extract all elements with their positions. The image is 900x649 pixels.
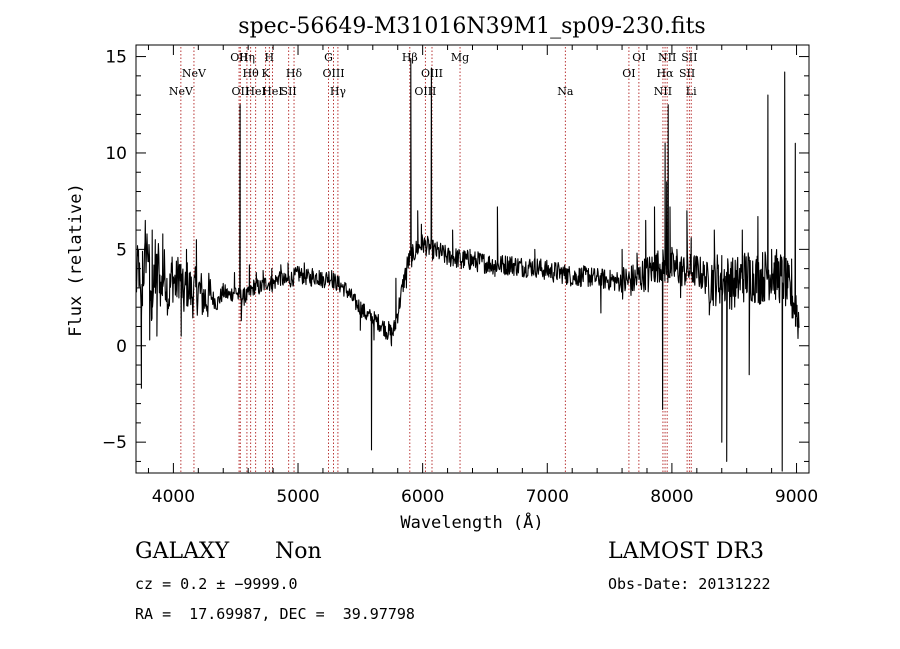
x-axis-ticks: 4000 5000 6000 7000 8000 9000 xyxy=(147,45,818,507)
x-tick-label: 6000 xyxy=(401,487,444,507)
y-axis-ticks: −5 0 5 10 15 xyxy=(102,48,809,462)
emission-line-markers xyxy=(180,47,692,472)
chart-title: spec-56649-M31016N39M1_sp09-230.fits xyxy=(238,14,705,39)
emission-line-label: SII xyxy=(679,67,695,80)
emission-line-label: OII xyxy=(230,51,248,64)
emission-line-label: G xyxy=(324,51,333,64)
emission-line-label: Hδ xyxy=(286,67,303,80)
emission-line-label: K xyxy=(262,67,271,80)
emission-line-label: NeV xyxy=(169,85,194,98)
emission-line-label: Hη xyxy=(239,51,255,64)
y-tick-label: 0 xyxy=(116,337,127,357)
spectrum-series xyxy=(135,57,800,472)
emission-line-label: NeV xyxy=(182,67,207,80)
emission-line-label: HeI xyxy=(245,85,265,98)
emission-line-label: OI xyxy=(632,51,645,64)
y-tick-label: 10 xyxy=(105,144,127,164)
x-tick-label: 9000 xyxy=(775,487,818,507)
spectrum-line xyxy=(135,57,800,472)
x-tick-label: 4000 xyxy=(152,487,195,507)
emission-line-label: HeI xyxy=(262,85,282,98)
coordinates-info: RA = 17.69987, DEC = 39.97798 xyxy=(135,605,415,623)
y-tick-label: 5 xyxy=(116,240,127,260)
emission-line-label: NII xyxy=(658,51,676,64)
x-tick-label: 7000 xyxy=(526,487,569,507)
emission-line-label: OIII xyxy=(323,67,345,80)
emission-line-label: OI xyxy=(622,67,635,80)
emission-line-label: Na xyxy=(557,85,574,98)
emission-line-label: Hθ xyxy=(243,67,260,80)
x-tick-label: 8000 xyxy=(650,487,693,507)
y-axis-label: Flux (relative) xyxy=(66,183,86,337)
emission-line-label: OIII xyxy=(421,67,443,80)
emission-line-label: Mg xyxy=(451,51,469,64)
emission-line-label: Hα xyxy=(657,67,675,80)
emission-line-label: SII xyxy=(281,85,297,98)
emission-line-label: H xyxy=(265,51,275,64)
object-subclass: Non xyxy=(275,539,322,564)
emission-line-labels: NeVNeVOIIOIIHηHθHeIHKHeIHδSIIGOIIIHγHβOI… xyxy=(169,51,698,98)
emission-line-label: NII xyxy=(654,85,672,98)
emission-line-label: Hβ xyxy=(402,51,418,64)
survey-name: LAMOST DR3 xyxy=(608,539,764,564)
object-class: GALAXY xyxy=(135,539,230,564)
emission-line-label: OII xyxy=(231,85,249,98)
x-tick-label: 5000 xyxy=(276,487,319,507)
y-tick-label: −5 xyxy=(102,433,127,453)
emission-line-label: Li xyxy=(686,85,697,98)
y-tick-label: 15 xyxy=(105,48,127,68)
emission-line-label: SII xyxy=(681,51,697,64)
emission-line-label: Hγ xyxy=(330,85,347,98)
redshift-info: cz = 0.2 ± −9999.0 xyxy=(135,575,298,593)
emission-line-label: OIII xyxy=(414,85,436,98)
observation-date: Obs-Date: 20131222 xyxy=(608,575,771,593)
x-axis-label: Wavelength (Å) xyxy=(400,511,543,533)
